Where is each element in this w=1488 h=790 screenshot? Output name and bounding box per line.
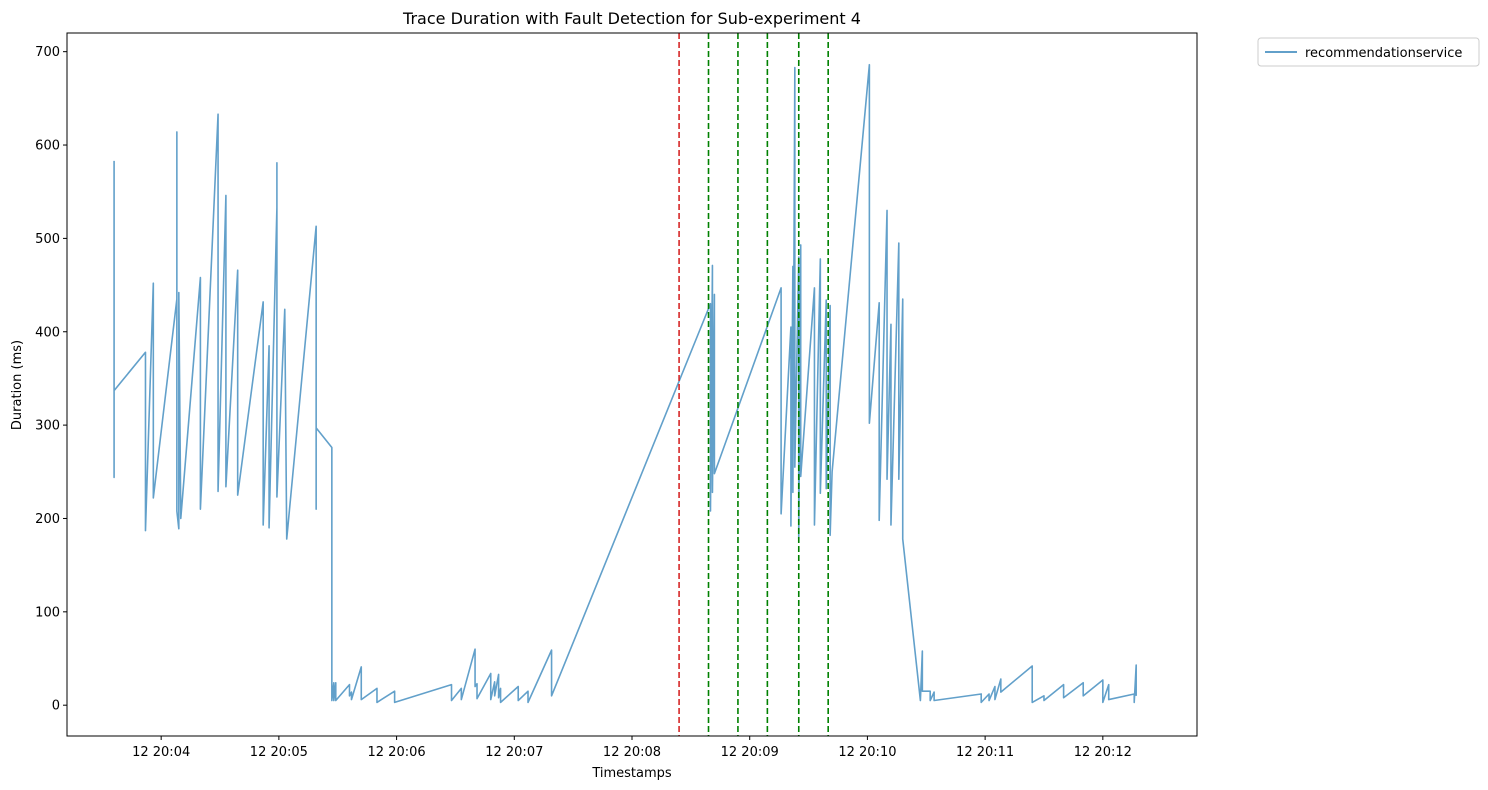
legend-label: recommendationservice xyxy=(1305,46,1462,61)
chart-title: Trace Duration with Fault Detection for … xyxy=(402,9,861,28)
x-tick-label: 12 20:12 xyxy=(1074,745,1132,760)
x-tick-label: 12 20:08 xyxy=(603,745,661,760)
x-tick-label: 12 20:05 xyxy=(250,745,308,760)
x-axis: 12 20:04 12 20:05 12 20:06 12 20:07 12 20:08… xyxy=(132,736,1132,760)
y-tick-label: 0 xyxy=(52,699,60,714)
y-axis-label: Duration (ms) xyxy=(10,340,25,430)
y-tick-label: 400 xyxy=(35,325,60,340)
y-axis: 0 100 200 300 400 500 600 700 xyxy=(35,45,67,714)
y-tick-label: 500 xyxy=(35,232,60,247)
x-tick-label: 12 20:04 xyxy=(132,745,190,760)
y-tick-label: 200 xyxy=(35,512,60,527)
x-tick-label: 12 20:09 xyxy=(721,745,779,760)
plot-frame xyxy=(66,32,1198,737)
y-tick-label: 700 xyxy=(35,45,60,60)
series-line xyxy=(113,63,1137,704)
x-axis-label: Timestamps xyxy=(591,766,672,781)
y-tick-label: 100 xyxy=(35,605,60,620)
y-tick-label: 600 xyxy=(35,139,60,154)
x-tick-label: 12 20:10 xyxy=(838,745,896,760)
x-tick-label: 12 20:07 xyxy=(485,745,543,760)
legend-box xyxy=(1257,37,1480,67)
plot-area xyxy=(113,33,1137,736)
legend: recommendationservice xyxy=(1257,37,1480,67)
x-tick-label: 12 20:11 xyxy=(956,745,1014,760)
x-tick-label: 12 20:06 xyxy=(368,745,426,760)
y-tick-label: 300 xyxy=(35,419,60,434)
